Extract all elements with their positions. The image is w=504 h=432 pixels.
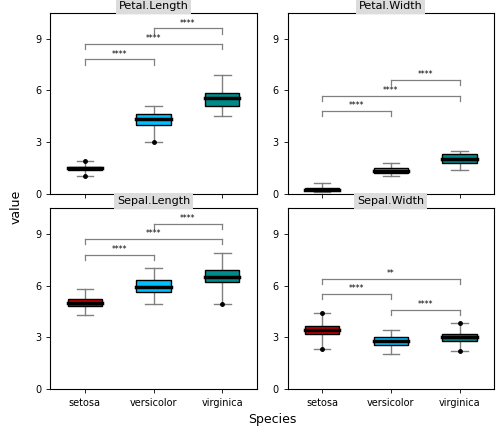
Bar <box>373 337 408 345</box>
Text: ****: **** <box>417 70 433 79</box>
Bar <box>373 168 408 173</box>
Text: ****: **** <box>146 34 161 43</box>
Text: **: ** <box>387 269 395 278</box>
Title: Petal.Width: Petal.Width <box>359 1 423 11</box>
Text: ****: **** <box>111 245 127 254</box>
Text: ****: **** <box>180 214 196 223</box>
Text: ****: **** <box>383 86 399 95</box>
Bar <box>205 270 239 282</box>
Title: Petal.Length: Petal.Length <box>118 1 188 11</box>
Bar <box>68 167 102 170</box>
Bar <box>443 334 477 340</box>
Text: ****: **** <box>111 50 127 59</box>
Text: ****: **** <box>349 101 364 110</box>
Text: ****: **** <box>180 19 196 28</box>
Bar <box>443 154 477 163</box>
Text: value: value <box>10 190 23 225</box>
Text: ****: **** <box>417 300 433 309</box>
Bar <box>68 299 102 306</box>
Text: ****: **** <box>146 229 161 238</box>
Bar <box>305 188 339 190</box>
Bar <box>205 92 239 106</box>
Bar <box>305 326 339 334</box>
Bar <box>137 280 171 292</box>
Text: ****: **** <box>349 284 364 293</box>
Title: Sepal.Length: Sepal.Length <box>117 196 190 206</box>
Title: Sepal.Width: Sepal.Width <box>357 196 424 206</box>
Text: Species: Species <box>248 413 296 426</box>
Bar <box>137 114 171 125</box>
